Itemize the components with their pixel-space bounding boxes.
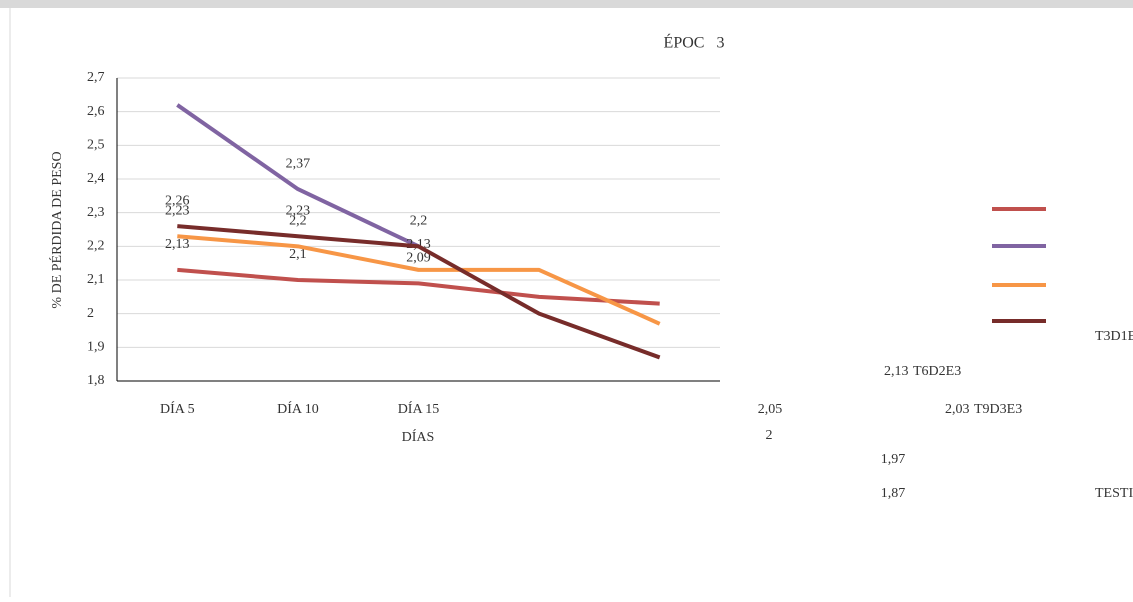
data-label: 1,87: [881, 486, 906, 501]
x-axis-label: DÍAS: [402, 428, 435, 445]
x-tick-label: DÍA 10: [277, 400, 319, 417]
data-label: 2: [766, 428, 773, 443]
y-tick-label: 2,7: [87, 70, 105, 85]
data-label: 2,2: [289, 214, 307, 229]
series-line: [177, 267, 660, 306]
series-line: [177, 224, 661, 360]
data-label: 2,13: [165, 237, 190, 252]
data-label: 2,37: [286, 156, 311, 171]
y-axis-label: % DE PÉRDIDA DE PESO: [48, 151, 65, 308]
y-tick-label: 2,1: [87, 272, 105, 287]
top-bar: [0, 0, 1133, 8]
y-tick-label: 1,8: [87, 373, 105, 388]
data-label: 2,05: [758, 402, 783, 417]
legend-label: T6D2E3: [913, 364, 961, 379]
data-label: 2,2: [410, 214, 428, 229]
legend-label: T3D1E3: [1095, 329, 1133, 344]
data-label: 2,09: [406, 251, 431, 266]
data-label: 2,03: [945, 402, 970, 417]
x-tick-label: DÍA 5: [160, 400, 195, 417]
y-tick-label: 2,6: [87, 104, 105, 119]
chart-title: ÉPOC 3: [664, 33, 725, 52]
data-label: 2,1: [289, 247, 307, 262]
x-tick-label: DÍA 15: [398, 400, 440, 417]
y-tick-label: 2,3: [87, 205, 105, 220]
series-line: [176, 103, 420, 249]
data-label: 1,97: [881, 452, 906, 467]
data-label: 2,23: [165, 203, 190, 218]
legend-label: TESTIGO: [1095, 486, 1133, 501]
data-label: 2,23: [286, 203, 311, 218]
y-tick-label: 2,5: [87, 138, 105, 153]
y-tick-label: 1,9: [87, 340, 105, 355]
legend-label: T9D3E3: [974, 402, 1022, 417]
y-tick-label: 2: [87, 306, 94, 321]
data-label: 2,13: [884, 364, 909, 379]
y-tick-label: 2,2: [87, 239, 105, 254]
series-line: [177, 234, 661, 326]
data-label: 2,26: [165, 193, 190, 208]
y-tick-label: 2,4: [87, 171, 105, 186]
